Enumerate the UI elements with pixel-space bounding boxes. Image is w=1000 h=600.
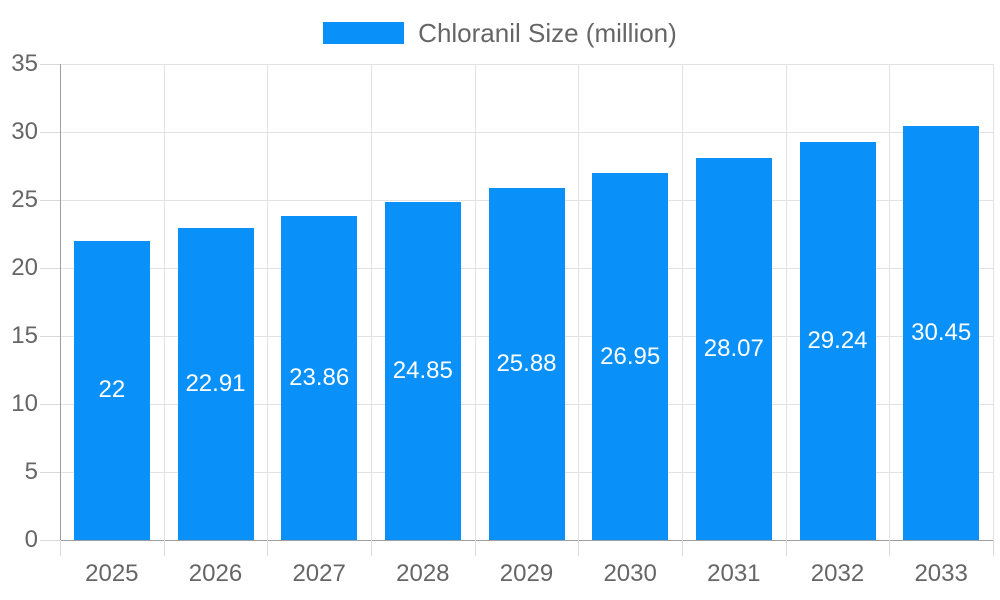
- y-axis-tick-label: 25: [11, 186, 38, 213]
- x-axis-tick-label: 2027: [292, 560, 346, 587]
- y-axis-tick: [40, 200, 60, 201]
- gridline-horizontal: [60, 132, 993, 133]
- gridline-vertical: [682, 64, 683, 540]
- x-axis-tick-label: 2025: [85, 560, 139, 587]
- y-axis-tick: [40, 132, 60, 133]
- bar-2026[interactable]: [177, 228, 254, 540]
- x-axis-tick: [993, 540, 994, 556]
- gridline-vertical: [267, 64, 269, 540]
- bar-2027[interactable]: [281, 215, 358, 540]
- bar-2030[interactable]: [592, 173, 669, 540]
- legend-label: Chloranil Size (million): [418, 18, 677, 48]
- gridline-vertical: [993, 64, 994, 540]
- y-axis-tick-label: 35: [11, 50, 38, 77]
- bar-2029[interactable]: [488, 188, 565, 540]
- gridline-horizontal: [60, 64, 993, 65]
- gridline-vertical: [474, 64, 476, 540]
- y-axis-line: [60, 64, 61, 541]
- y-axis-tick-label: 0: [24, 526, 38, 553]
- x-axis-tick: [889, 540, 891, 556]
- bar-2025[interactable]: [73, 240, 150, 540]
- y-axis-tick: [40, 268, 60, 269]
- legend: Chloranil Size (million): [0, 20, 1000, 46]
- x-axis-tick-label: 2026: [188, 560, 243, 587]
- x-axis-tick: [371, 540, 372, 556]
- gridline-vertical: [163, 64, 165, 540]
- bar-2031[interactable]: [695, 158, 772, 540]
- x-axis-tick: [578, 540, 580, 556]
- y-axis-tick: [40, 472, 60, 473]
- y-axis-tick: [40, 404, 60, 405]
- y-axis-tick-label: 10: [11, 390, 38, 417]
- y-axis-tick-label: 20: [11, 254, 38, 281]
- y-axis-tick-label: 5: [24, 458, 38, 485]
- x-axis-tick-label: 2033: [914, 560, 968, 587]
- x-axis-tick-label: 2028: [396, 560, 450, 587]
- x-axis-tick: [267, 540, 269, 556]
- legend-item-chloranil-size[interactable]: Chloranil Size (million): [323, 20, 677, 46]
- gridline-vertical: [889, 64, 891, 540]
- gridline-vertical: [578, 64, 580, 540]
- x-axis-tick-label: 2029: [499, 560, 554, 587]
- bar-2033[interactable]: [903, 125, 980, 540]
- legend-swatch: [323, 22, 405, 44]
- x-axis-tick: [163, 540, 165, 556]
- bar-2028[interactable]: [384, 202, 461, 540]
- x-axis-line: [60, 540, 994, 541]
- y-axis-tick: [40, 540, 60, 541]
- x-axis-tick: [785, 540, 787, 556]
- bar-2032[interactable]: [799, 142, 876, 540]
- y-axis-tick-label: 30: [11, 118, 38, 145]
- x-axis-tick-label: 2031: [707, 560, 761, 587]
- gridline-vertical: [371, 64, 372, 540]
- y-axis-tick: [40, 64, 60, 65]
- y-axis-tick: [40, 336, 60, 337]
- x-axis-tick: [474, 540, 476, 556]
- x-axis-tick: [60, 540, 61, 556]
- x-axis-tick-label: 2030: [603, 560, 657, 587]
- y-axis-tick-label: 15: [11, 322, 38, 349]
- x-axis-tick-label: 2032: [810, 560, 865, 587]
- x-axis-tick: [682, 540, 683, 556]
- plot-area: 22 22.91 23.86 24.85 25.88 26.95 28.07 29.24 30.…: [60, 64, 994, 540]
- gridline-vertical: [785, 64, 787, 540]
